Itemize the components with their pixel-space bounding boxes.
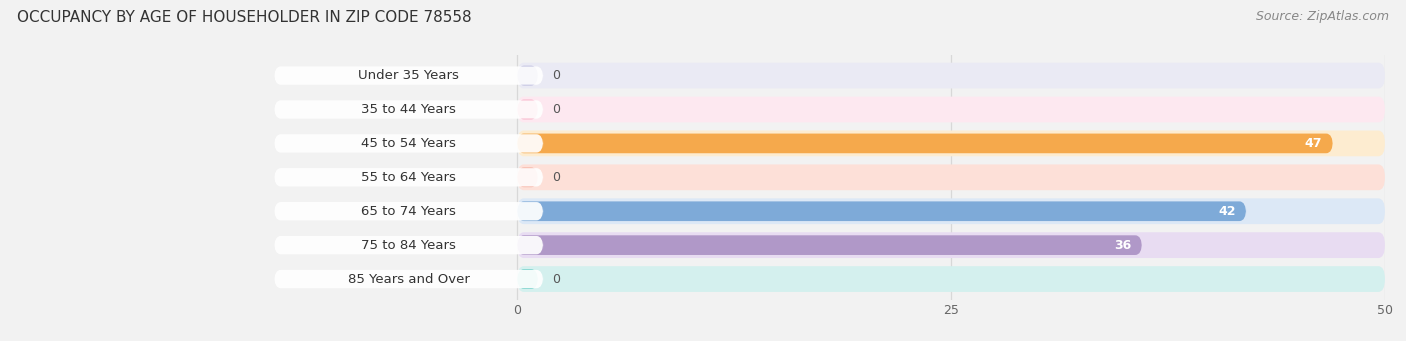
Text: 55 to 64 Years: 55 to 64 Years bbox=[361, 171, 456, 184]
FancyBboxPatch shape bbox=[517, 167, 538, 187]
Text: 0: 0 bbox=[553, 69, 560, 82]
FancyBboxPatch shape bbox=[274, 168, 543, 187]
FancyBboxPatch shape bbox=[274, 100, 543, 119]
FancyBboxPatch shape bbox=[274, 134, 543, 152]
Text: 36: 36 bbox=[1115, 239, 1132, 252]
Text: 0: 0 bbox=[553, 272, 560, 285]
FancyBboxPatch shape bbox=[517, 235, 1142, 255]
Text: Under 35 Years: Under 35 Years bbox=[359, 69, 460, 82]
FancyBboxPatch shape bbox=[517, 232, 1385, 258]
Text: 0: 0 bbox=[553, 171, 560, 184]
FancyBboxPatch shape bbox=[274, 202, 543, 220]
FancyBboxPatch shape bbox=[517, 269, 538, 289]
Text: Source: ZipAtlas.com: Source: ZipAtlas.com bbox=[1256, 10, 1389, 23]
FancyBboxPatch shape bbox=[517, 63, 1385, 88]
FancyBboxPatch shape bbox=[517, 198, 1385, 224]
FancyBboxPatch shape bbox=[517, 66, 538, 85]
Text: OCCUPANCY BY AGE OF HOUSEHOLDER IN ZIP CODE 78558: OCCUPANCY BY AGE OF HOUSEHOLDER IN ZIP C… bbox=[17, 10, 471, 25]
Text: 85 Years and Over: 85 Years and Over bbox=[347, 272, 470, 285]
FancyBboxPatch shape bbox=[517, 134, 1333, 153]
Text: 65 to 74 Years: 65 to 74 Years bbox=[361, 205, 456, 218]
Text: 0: 0 bbox=[553, 103, 560, 116]
Text: 75 to 84 Years: 75 to 84 Years bbox=[361, 239, 456, 252]
Text: 47: 47 bbox=[1305, 137, 1323, 150]
FancyBboxPatch shape bbox=[517, 97, 1385, 122]
Text: 35 to 44 Years: 35 to 44 Years bbox=[361, 103, 456, 116]
FancyBboxPatch shape bbox=[517, 131, 1385, 156]
Text: 45 to 54 Years: 45 to 54 Years bbox=[361, 137, 456, 150]
FancyBboxPatch shape bbox=[517, 164, 1385, 190]
FancyBboxPatch shape bbox=[517, 202, 1246, 221]
FancyBboxPatch shape bbox=[274, 270, 543, 288]
FancyBboxPatch shape bbox=[274, 66, 543, 85]
FancyBboxPatch shape bbox=[274, 236, 543, 254]
FancyBboxPatch shape bbox=[517, 100, 538, 119]
Text: 42: 42 bbox=[1218, 205, 1236, 218]
FancyBboxPatch shape bbox=[517, 266, 1385, 292]
